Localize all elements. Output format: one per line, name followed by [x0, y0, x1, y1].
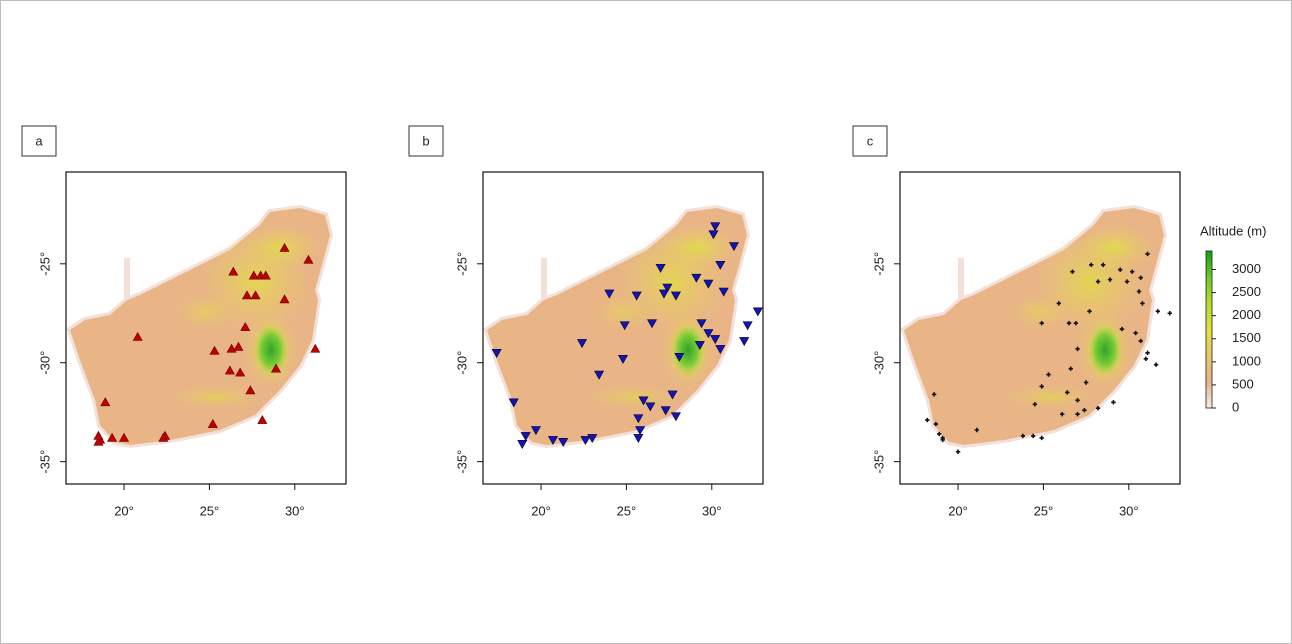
land-map [904, 208, 1164, 445]
x-tick-label: 25° [1034, 503, 1054, 518]
site-marker [956, 450, 960, 454]
site-marker [634, 434, 643, 442]
y-tick-label: -30° [454, 351, 469, 375]
x-tick-label: 20° [948, 503, 968, 518]
y-tick-label: -35° [871, 450, 886, 474]
y-tick-label: -25° [454, 252, 469, 276]
site-marker [1111, 400, 1115, 404]
site-marker [1154, 363, 1158, 367]
colorbar-tick-label: 1500 [1232, 330, 1261, 345]
y-tick-label: -30° [871, 351, 886, 375]
x-tick-label: 30° [1119, 503, 1139, 518]
x-tick-label: 25° [200, 503, 220, 518]
panel-label: c [867, 133, 874, 148]
panel-label: b [422, 133, 429, 148]
y-tick-label: -35° [37, 450, 52, 474]
site-marker [1040, 436, 1044, 440]
site-marker [94, 431, 103, 439]
colorbar [1206, 251, 1212, 408]
site-marker [743, 322, 752, 330]
colorbar-tick-label: 500 [1232, 376, 1254, 391]
site-marker [258, 416, 267, 424]
y-tick-label: -25° [871, 252, 886, 276]
site-marker [753, 308, 762, 316]
site-marker [1156, 309, 1160, 313]
colorbar-tick-label: 2500 [1232, 284, 1261, 299]
site-marker [1144, 357, 1148, 361]
x-tick-label: 20° [114, 503, 134, 518]
colorbar-tick-label: 0 [1232, 399, 1239, 414]
colorbar-tick-label: 3000 [1232, 261, 1261, 276]
site-marker [1168, 311, 1172, 315]
x-tick-label: 25° [617, 503, 637, 518]
site-marker [740, 337, 749, 345]
site-marker [925, 418, 929, 422]
figure: a 20° 25° 30° -25° -30° -35° b 20° 25° 30° -25° -30°… [0, 0, 1292, 644]
y-tick-label: -35° [454, 450, 469, 474]
land-map [70, 208, 330, 445]
y-tick-label: -25° [37, 252, 52, 276]
panel-label: a [35, 133, 43, 148]
x-tick-label: 20° [531, 503, 551, 518]
x-tick-label: 30° [702, 503, 722, 518]
colorbar-title: Altitude (m) [1200, 223, 1266, 238]
colorbar-tick-label: 1000 [1232, 353, 1261, 368]
x-tick-label: 30° [285, 503, 305, 518]
site-marker [518, 440, 527, 448]
y-tick-label: -30° [37, 351, 52, 375]
land-map [487, 208, 747, 445]
colorbar-tick-label: 2000 [1232, 307, 1261, 322]
site-marker [1145, 351, 1149, 355]
